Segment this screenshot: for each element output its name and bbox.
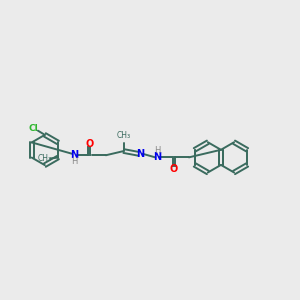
- Text: H: H: [71, 158, 77, 166]
- Text: N: N: [136, 149, 145, 159]
- Text: Cl: Cl: [28, 124, 38, 134]
- Text: N: N: [70, 150, 78, 160]
- Text: CH₃: CH₃: [117, 131, 131, 140]
- Text: O: O: [86, 139, 94, 149]
- Text: N: N: [153, 152, 161, 162]
- Text: H: H: [154, 146, 161, 155]
- Text: O: O: [169, 164, 177, 174]
- Text: CH₃: CH₃: [37, 154, 51, 163]
